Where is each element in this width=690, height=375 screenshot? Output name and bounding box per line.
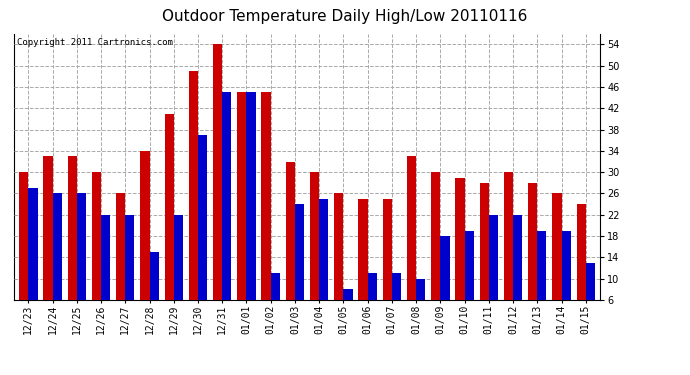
Bar	[116, 194, 126, 332]
Bar	[586, 263, 595, 332]
Bar	[222, 92, 231, 332]
Bar	[334, 194, 344, 332]
Bar	[440, 236, 450, 332]
Bar	[577, 204, 586, 332]
Bar	[140, 151, 150, 332]
Bar	[392, 273, 401, 332]
Bar	[189, 71, 198, 332]
Bar	[552, 194, 562, 332]
Bar	[198, 135, 207, 332]
Bar	[431, 172, 440, 332]
Bar	[52, 194, 62, 332]
Bar	[310, 172, 319, 332]
Bar	[92, 172, 101, 332]
Bar	[246, 92, 256, 332]
Bar	[126, 215, 135, 332]
Bar	[538, 231, 546, 332]
Bar	[504, 172, 513, 332]
Bar	[68, 156, 77, 332]
Bar	[28, 188, 37, 332]
Bar	[464, 231, 474, 332]
Bar	[513, 215, 522, 332]
Bar	[416, 279, 425, 332]
Bar	[101, 215, 110, 332]
Bar	[164, 114, 174, 332]
Bar	[344, 290, 353, 332]
Bar	[286, 162, 295, 332]
Bar	[455, 177, 464, 332]
Bar	[383, 199, 392, 332]
Bar	[358, 199, 368, 332]
Bar	[319, 199, 328, 332]
Bar	[480, 183, 489, 332]
Text: Outdoor Temperature Daily High/Low 20110116: Outdoor Temperature Daily High/Low 20110…	[162, 9, 528, 24]
Bar	[368, 273, 377, 332]
Bar	[262, 92, 270, 332]
Bar	[19, 172, 28, 332]
Bar	[213, 44, 222, 332]
Bar	[489, 215, 498, 332]
Bar	[174, 215, 183, 332]
Bar	[562, 231, 571, 332]
Bar	[43, 156, 52, 332]
Text: Copyright 2011 Cartronics.com: Copyright 2011 Cartronics.com	[17, 38, 172, 47]
Bar	[528, 183, 538, 332]
Bar	[237, 92, 246, 332]
Bar	[270, 273, 280, 332]
Bar	[407, 156, 416, 332]
Bar	[295, 204, 304, 332]
Bar	[77, 194, 86, 332]
Bar	[150, 252, 159, 332]
